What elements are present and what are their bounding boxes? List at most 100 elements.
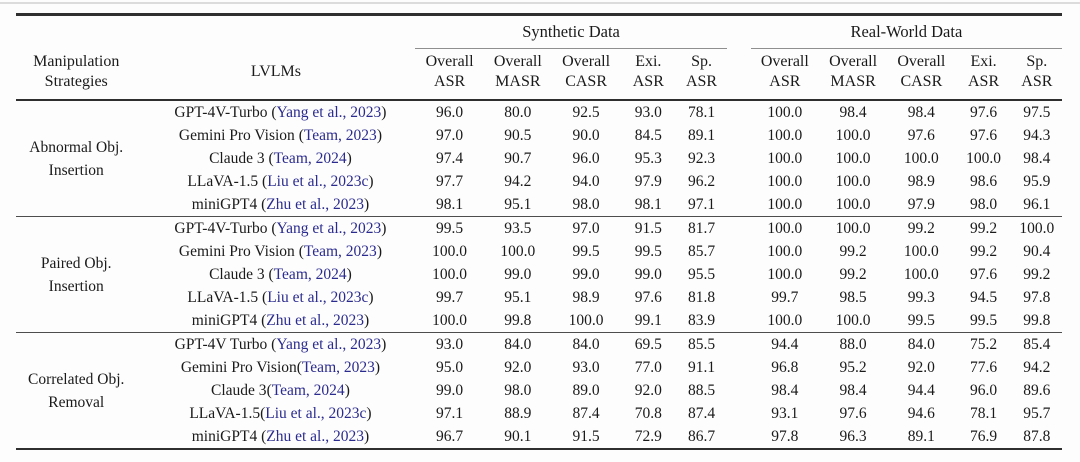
- paren-close: ): [363, 312, 370, 329]
- synthetic-value-cell: 97.4: [436, 150, 464, 167]
- synthetic-value-cell: 96.7: [436, 428, 464, 445]
- citation-link[interactable]: Team, 2024: [273, 150, 347, 167]
- real-value-cell: 97.6: [970, 266, 998, 283]
- column-gap: [727, 286, 751, 309]
- synthetic-value-cell: 95.1: [504, 196, 532, 213]
- synthetic-value-cell: 95.0: [436, 359, 464, 376]
- table-row: LLaVA-1.5 (Liu et al., 2023c) 99.7 95.1 98.…: [16, 286, 1062, 309]
- strategy-line: Abnormal Obj.: [29, 138, 124, 156]
- model-cell: Gemini Pro Vision(Team, 2023): [136, 356, 415, 379]
- paren-close: ): [346, 266, 352, 283]
- synthetic-value-cell: 98.1: [634, 196, 662, 213]
- citation-link[interactable]: Zhu et al., 2023: [266, 312, 364, 329]
- paren-close: ): [381, 336, 387, 353]
- citation-link[interactable]: Yang et al., 2023: [276, 220, 382, 237]
- real-value-cell: 98.4: [907, 104, 935, 121]
- strategy-cell: Paired Obj. Insertion: [16, 216, 137, 333]
- model-cell: LLaVA-1.5(Liu et al., 2023c): [136, 402, 415, 425]
- paren-open: (: [268, 266, 274, 283]
- synthetic-data-header: Synthetic Data: [415, 14, 727, 49]
- citation-link[interactable]: Team, 2024: [271, 382, 345, 399]
- metric-header-real-overall-asr: Overall ASR: [750, 48, 819, 101]
- metric-header-syn-exi-asr: Exi. ASR: [620, 48, 677, 101]
- column-gap: [726, 48, 751, 101]
- synthetic-value-cell: 90.5: [504, 127, 532, 144]
- citation-link[interactable]: Team, 2023: [303, 127, 377, 144]
- model-cell: GPT-4V-Turbo (Yang et al., 2023): [136, 100, 415, 124]
- citation-link[interactable]: Yang et al., 2023: [276, 104, 382, 121]
- paren-open: (: [262, 289, 268, 306]
- real-value-cell: 100.0: [767, 196, 803, 213]
- citation-link[interactable]: Liu et al., 2023c: [267, 173, 369, 190]
- citation-link[interactable]: Team, 2023: [303, 243, 377, 260]
- model-cell: miniGPT4 (Zhu et al., 2023): [136, 425, 415, 449]
- synthetic-value-cell: 78.1: [687, 104, 716, 121]
- synthetic-value-cell: 100.0: [568, 312, 604, 329]
- real-value-cell: 100.0: [818, 216, 888, 240]
- citation-link[interactable]: Yang et al., 2023: [276, 336, 382, 353]
- strategy-cell: Abnormal Obj. Insertion: [16, 100, 136, 217]
- citation-link[interactable]: Zhu et al., 2023: [266, 196, 364, 213]
- column-gap: [727, 379, 751, 402]
- real-value-cell: 96.8: [771, 359, 799, 376]
- paren-open: (: [298, 127, 304, 144]
- column-gap: [727, 425, 751, 449]
- paren-close: ): [368, 289, 374, 306]
- real-value-cell: 94.5: [970, 289, 998, 306]
- real-value-cell: 97.6: [970, 104, 998, 121]
- table-row: Claude 3(Team, 2024) 99.0 98.0 89.0 92.0 88.5…: [16, 379, 1062, 402]
- real-value-cell: 87.8: [1023, 428, 1051, 445]
- table-row: miniGPT4 (Zhu et al., 2023) 100.0 99.8 100.…: [16, 309, 1062, 333]
- real-value-cell: 99.2: [955, 216, 1012, 240]
- paper-table-figure: Synthetic Data Real-World Data Manipulat…: [0, 4, 1080, 450]
- paren-open: (: [260, 405, 266, 422]
- synthetic-value-cell: 84.0: [551, 332, 621, 356]
- column-gap: [727, 170, 751, 193]
- real-value-cell: 98.4: [771, 382, 799, 399]
- synthetic-value-cell: 80.0: [504, 104, 532, 121]
- lvlms-header: LVLMs: [136, 48, 416, 101]
- table-row: Gemini Pro Vision(Team, 2023) 95.0 92.0 93.…: [16, 356, 1062, 379]
- synthetic-value-cell: 99.0: [634, 266, 662, 283]
- column-gap: [727, 402, 751, 425]
- synthetic-value-cell: 91.5: [620, 216, 677, 240]
- real-value-cell: 99.8: [1023, 312, 1051, 329]
- table-row: LLaVA-1.5(Liu et al., 2023c) 97.1 88.9 87.4…: [16, 402, 1062, 425]
- paren-open: (: [261, 196, 267, 213]
- model-name: GPT-4V Turbo: [174, 336, 272, 353]
- real-value-cell: 100.0: [767, 312, 803, 329]
- citation-link[interactable]: Team, 2024: [273, 266, 347, 283]
- real-value-cell: 99.7: [771, 289, 799, 306]
- real-value-cell: 100.0: [1011, 216, 1062, 240]
- real-value-cell: 100.0: [767, 104, 803, 121]
- model-name: Gemini Pro Vision: [178, 127, 299, 144]
- synthetic-value-cell: 99.5: [415, 216, 484, 240]
- corner-blank: [16, 15, 415, 49]
- column-gap: [727, 15, 751, 49]
- column-gap: [727, 147, 751, 170]
- synthetic-value-cell: 97.0: [436, 127, 464, 144]
- citation-link[interactable]: Liu et al., 2023c: [267, 289, 369, 306]
- paren-open: (: [261, 312, 267, 329]
- model-cell: Gemini Pro Vision (Team, 2023): [136, 124, 415, 147]
- paren-open: (: [266, 382, 272, 399]
- citation-link[interactable]: Zhu et al., 2023: [266, 428, 364, 445]
- column-gap: [727, 100, 751, 124]
- synthetic-value-cell: 95.5: [687, 266, 716, 283]
- real-value-cell: 98.5: [839, 289, 867, 306]
- real-value-cell: 99.2: [970, 243, 998, 260]
- citation-link[interactable]: Team, 2023: [301, 359, 375, 376]
- synthetic-value-cell: 90.1: [504, 428, 532, 445]
- model-cell: GPT-4V-Turbo (Yang et al., 2023): [136, 216, 416, 240]
- page-edge-line: [0, 2, 1080, 4]
- table-row: Claude 3 (Team, 2024) 100.0 99.0 99.0 99.0 95…: [16, 263, 1062, 286]
- model-name: Claude 3: [209, 150, 269, 167]
- model-cell: Claude 3 (Team, 2024): [136, 263, 415, 286]
- real-value-cell: 94.2: [1023, 359, 1051, 376]
- citation-link[interactable]: Liu et al., 2023c: [265, 405, 367, 422]
- real-value-cell: 98.0: [970, 196, 998, 213]
- metric-header-syn-overall-masr: Overall MASR: [483, 48, 552, 101]
- paren-open: (: [296, 359, 302, 376]
- synthetic-value-cell: 85.7: [687, 243, 716, 260]
- synthetic-value-cell: 88.5: [687, 382, 716, 399]
